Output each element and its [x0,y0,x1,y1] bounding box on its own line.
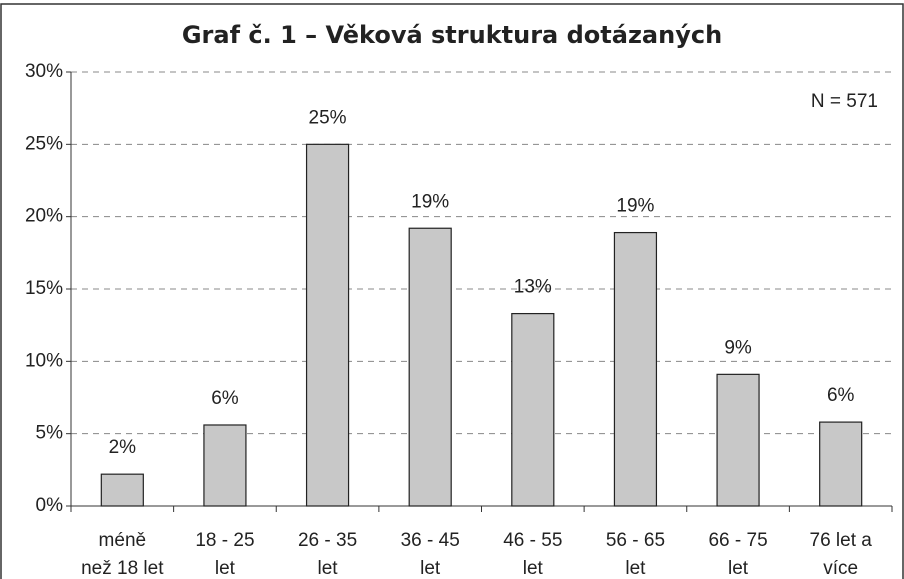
x-tick-label: 36 - 45 [401,530,460,551]
bar [203,424,247,507]
value-label: 25% [309,107,347,128]
x-tick-label: let [420,558,441,579]
bar [613,231,658,507]
x-tick-label: 26 - 35 [298,530,357,551]
x-tick-label: let [728,558,749,579]
x-tick-label: 66 - 75 [708,530,767,551]
bar [100,473,144,507]
x-tick-label: let [523,558,544,579]
x-tick-label: více [823,558,858,579]
x-tick-label: let [215,558,236,579]
value-label: 13% [514,277,552,298]
value-label: 6% [211,388,239,409]
chart-border [0,3,904,579]
y-tick-label: 15% [25,278,63,299]
value-label: 6% [827,385,855,406]
y-tick-label: 10% [25,350,63,371]
x-tick-label: 76 let a [810,530,873,551]
bar [716,373,760,507]
value-label: 2% [109,437,137,458]
y-tick-label: 5% [36,423,64,444]
value-label: 19% [411,191,449,212]
chart-title: Graf č. 1 – Věková struktura dotázaných [182,21,722,49]
x-tick-label: 46 - 55 [503,530,562,551]
bar [511,312,555,507]
y-tick-label: 25% [25,133,63,154]
value-label: 9% [724,337,752,358]
value-label: 19% [616,196,654,217]
x-tick-label: let [318,558,339,579]
x-tick-label: než 18 let [81,558,164,579]
x-tick-label: 56 - 65 [606,530,665,551]
bar [819,421,863,507]
y-tick-label: 30% [25,61,63,82]
bar [408,227,452,507]
annotation: N = 571 [811,91,878,112]
y-tick-label: 20% [25,206,63,227]
x-tick-label: 18 - 25 [195,530,254,551]
y-tick-label: 0% [36,495,64,516]
x-tick-label: let [625,558,646,579]
bar [305,143,350,507]
x-tick-label: méně [99,530,147,551]
